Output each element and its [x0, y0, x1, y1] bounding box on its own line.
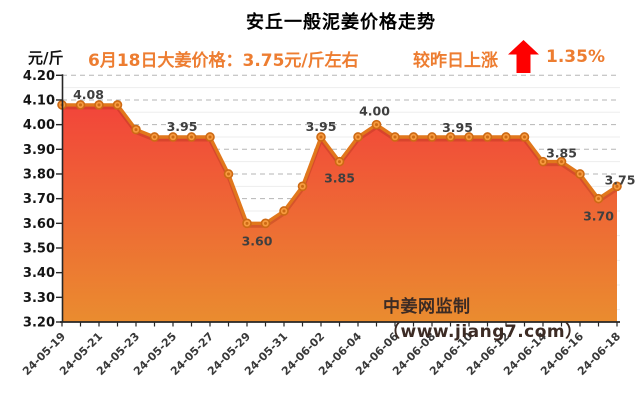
y-tick-label: 4.20: [23, 69, 55, 84]
axes: [56, 74, 620, 327]
price-note: 6月18日大姜价格：3.75元/斤左右: [88, 51, 359, 71]
y-tick-label: 4.00: [23, 118, 55, 133]
data-point-label: 3.60: [242, 233, 273, 248]
area-fill: [62, 104, 617, 323]
y-tick-label: 3.70: [23, 192, 55, 207]
y-tick-label: 3.20: [23, 316, 55, 331]
data-point-label: 3.95: [167, 119, 198, 134]
data-point-labels: 4.08 3.95 3.60 3.95 3.85 4.00 3.95 3.85 3.70 3.75: [73, 87, 635, 248]
data-point-label: 3.85: [546, 146, 577, 161]
y-tick-label: 4.10: [23, 93, 55, 108]
trend-label: 较昨日上涨: [413, 51, 498, 71]
data-point-label: 3.95: [306, 119, 337, 134]
y-tick-label: 3.50: [23, 241, 55, 256]
y-tick-label: 3.80: [23, 167, 55, 182]
page-title: 安丘一般泥姜价格走势: [246, 12, 436, 33]
y-tick-label: 3.90: [23, 143, 55, 158]
y-tick-label: 3.40: [23, 266, 55, 281]
up-arrow-icon: [508, 40, 539, 73]
y-tick-label: 3.30: [23, 291, 55, 306]
trend-percent: 1.35%: [546, 47, 605, 67]
data-point-label: 3.70: [583, 209, 614, 224]
data-point-label: 4.08: [73, 87, 104, 102]
y-axis-unit-label: 元/斤: [28, 49, 64, 67]
watermark: 中姜网监制（www.jiang7.com）: [383, 297, 583, 342]
data-point-label: 4.00: [359, 104, 390, 119]
data-point-label: 3.95: [442, 120, 473, 135]
data-point-markers: [57, 100, 622, 229]
data-point-label: 3.75: [605, 172, 636, 187]
y-tick-label: 3.60: [23, 217, 55, 232]
data-point-label: 3.85: [324, 171, 355, 186]
y-axis-tick-labels: 4.20 4.10 4.00 3.90 3.80 3.70 3.60 3.50 3.40 3.30…: [23, 69, 55, 331]
